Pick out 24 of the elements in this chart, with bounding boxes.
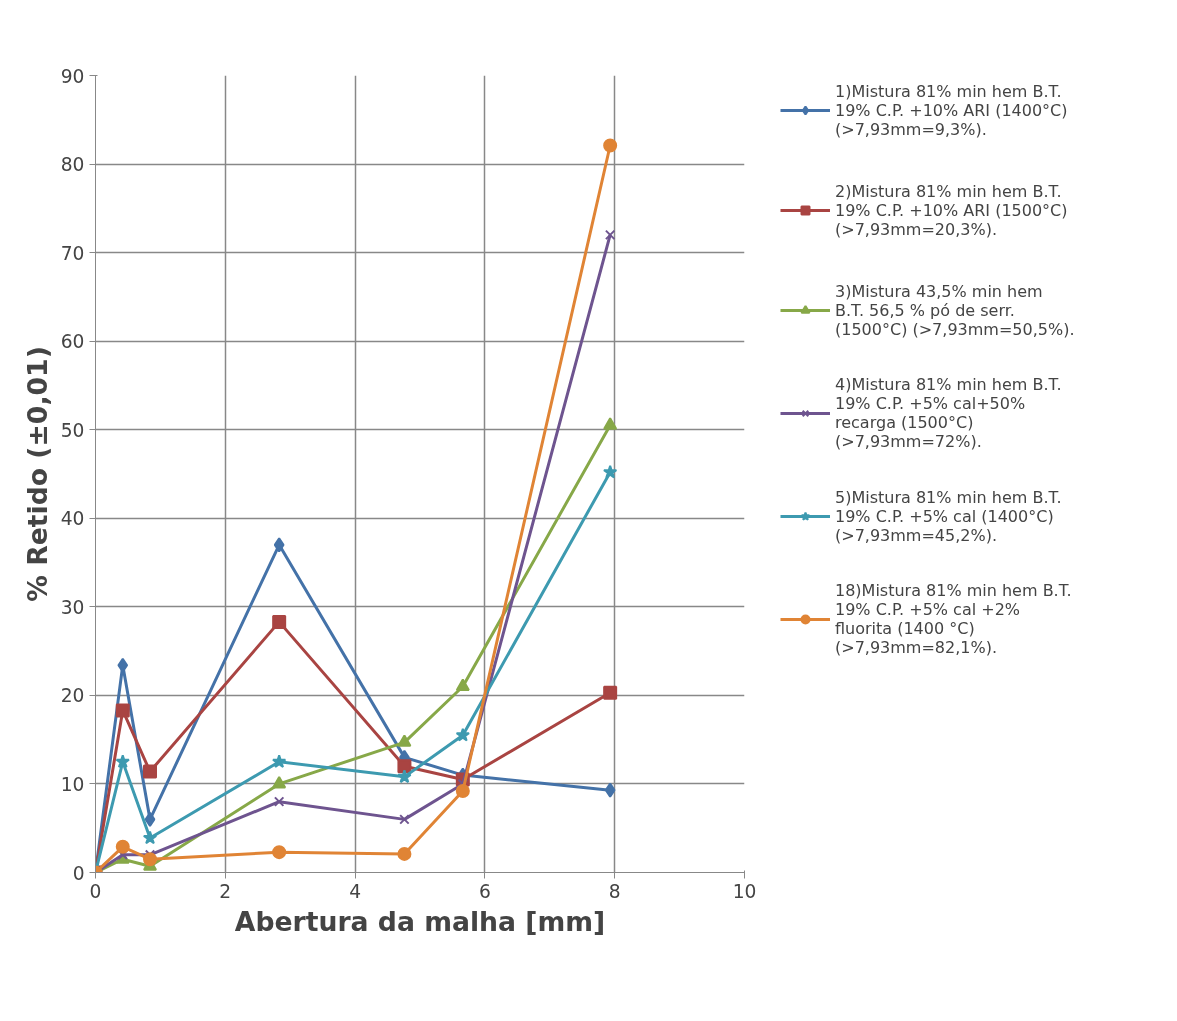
- x-tick-label: 6: [478, 880, 491, 902]
- y-tick-label: 80: [60, 154, 85, 176]
- legend-label: 3)Mistura 43,5% min hem B.T. 56,5 % pó de serr. (1500°C) (>7,93mm=50,5%).: [835, 280, 1075, 341]
- x-tick-label: 4: [349, 880, 362, 902]
- y-tick-label: 10: [60, 773, 85, 795]
- y-tick-label: 40: [60, 508, 85, 530]
- x-axis-title: Abertura da malha [mm]: [234, 905, 606, 937]
- y-tick-label: 60: [60, 331, 85, 353]
- legend-label: 4)Mistura 81% min hem B.T. 19% C.P. +5% cal+50% recarga (1500°C) (>7,93mm=72%).: [835, 375, 1062, 451]
- x-tick-label: 0: [89, 880, 102, 902]
- y-tick-label: 70: [60, 242, 85, 264]
- legend-label: 18)Mistura 81% min hem B.T. 19% C.P. +5% cal +2% fluorita (1400 °C) (>7,93mm=82,1%).: [835, 581, 1072, 657]
- legend-label: 1)Mistura 81% min hem B.T. 19% C.P. +10% ARI (1400°C) (>7,93mm=9,3%).: [835, 80, 1068, 141]
- legend-label: 5)Mistura 81% min hem B.T. 19% C.P. +5% cal (1400°C) (>7,93mm=45,2%).: [835, 486, 1062, 547]
- y-tick-label: 90: [60, 65, 85, 87]
- x-tick-label: 2: [219, 880, 232, 902]
- legend-label: 2)Mistura 81% min hem B.T. 19% C.P. +10% ARI (1500°C) (>7,93mm=20,3%).: [835, 180, 1068, 241]
- y-tick-label: 20: [60, 685, 85, 707]
- y-tick-label: 30: [60, 596, 85, 618]
- y-tick-label: 0: [72, 862, 85, 884]
- x-tick-label: 8: [608, 880, 621, 902]
- x-tick-label: 10: [732, 880, 757, 902]
- y-tick-label: 50: [60, 419, 85, 441]
- y-axis-title: % Retido (±0,01): [21, 346, 53, 602]
